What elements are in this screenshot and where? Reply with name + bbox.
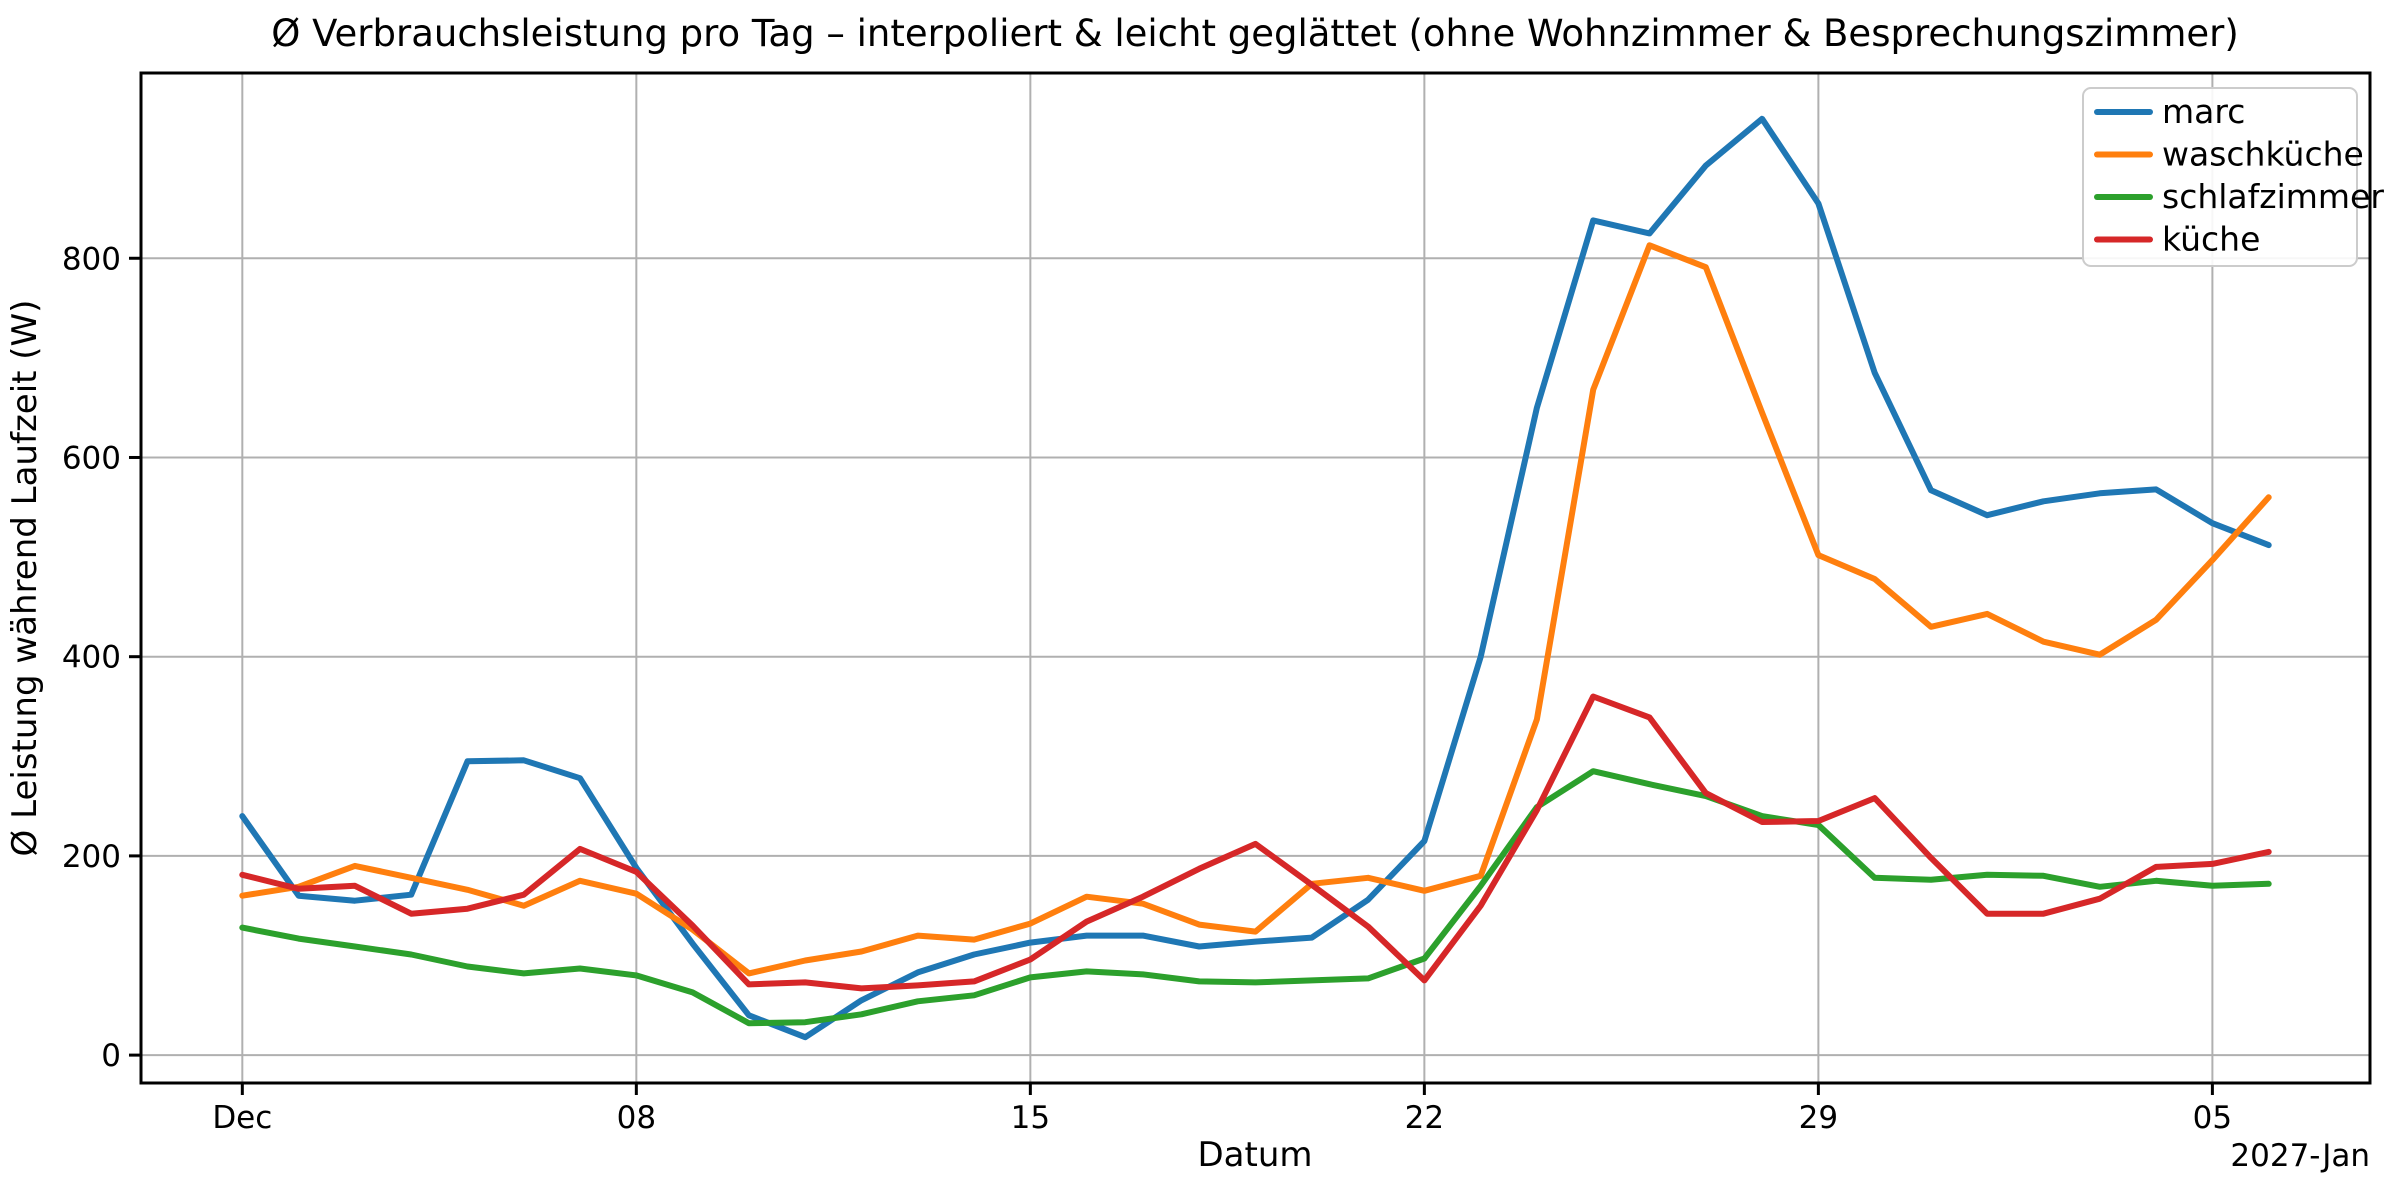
legend-label-schlafzimmer: schlafzimmer bbox=[2162, 177, 2384, 216]
series-line-schlafzimmer bbox=[239, 768, 2272, 1027]
series-layer bbox=[239, 115, 2272, 1041]
x-tick-label-05: 05 bbox=[2193, 1100, 2232, 1136]
y-tick-label-0: 0 bbox=[101, 1038, 121, 1074]
x-tick-label-08: 08 bbox=[617, 1100, 656, 1136]
tick-layer: Dec 08 15 22 29 05 0 200 400 600 800 bbox=[62, 241, 2232, 1136]
y-tick-label-800: 800 bbox=[62, 241, 121, 277]
x-axis-label: Datum bbox=[1197, 1135, 1312, 1175]
plot-border bbox=[139, 71, 2372, 1085]
series-line-küche bbox=[239, 693, 2272, 992]
chart-title: Ø Verbrauchsleistung pro Tag – interpoli… bbox=[271, 12, 2239, 55]
y-tick-label-200: 200 bbox=[62, 839, 121, 875]
x-tick-label-29: 29 bbox=[1799, 1100, 1838, 1136]
y-axis-label: Ø Leistung während Laufzeit (W) bbox=[5, 300, 45, 857]
x-tick-label-15: 15 bbox=[1011, 1100, 1050, 1136]
x-axis-secondary-label: 2027-Jan bbox=[2230, 1138, 2370, 1174]
axes-layer bbox=[139, 71, 2372, 1085]
legend-label-waschküche: waschküche bbox=[2162, 135, 2364, 174]
y-tick-label-600: 600 bbox=[62, 440, 121, 476]
x-tick-label-22: 22 bbox=[1405, 1100, 1444, 1136]
legend-label-küche: küche bbox=[2162, 220, 2260, 259]
legend-label-marc: marc bbox=[2162, 92, 2245, 131]
series-line-waschküche bbox=[239, 242, 2272, 977]
x-tick-label-Dec: Dec bbox=[212, 1100, 272, 1136]
legend-box bbox=[2082, 87, 2358, 267]
series-line-marc bbox=[239, 115, 2272, 1041]
y-tick-label-400: 400 bbox=[62, 640, 121, 676]
